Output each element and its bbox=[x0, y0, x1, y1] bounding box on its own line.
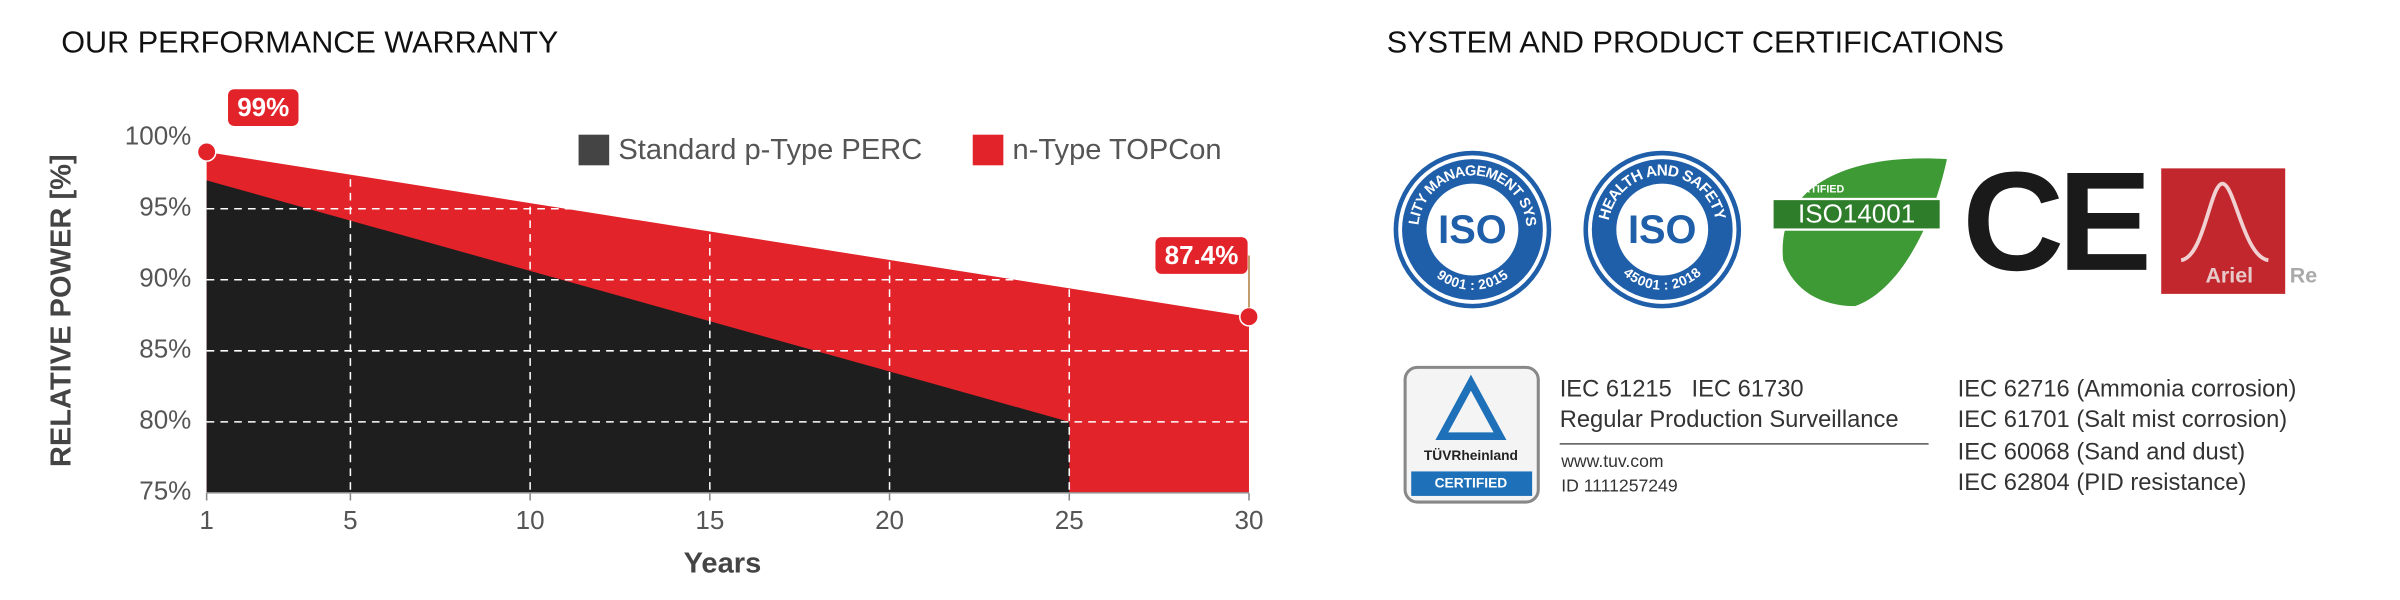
leaf bbox=[1782, 158, 1947, 307]
iso-mark: ISO bbox=[1438, 208, 1507, 252]
brand-suffix: Re bbox=[2290, 264, 2317, 288]
y-tick-label: 90% bbox=[139, 263, 191, 293]
y-tick-label: 80% bbox=[139, 405, 191, 435]
legend-label: n-Type TOPCon bbox=[1013, 134, 1222, 166]
globe bbox=[1426, 183, 1519, 276]
x-tick-label: 10 bbox=[516, 505, 545, 535]
badge-text: CERTIFIED bbox=[1788, 184, 1845, 196]
x-tick-label: 20 bbox=[875, 505, 904, 535]
area bbox=[206, 180, 1070, 493]
value-label-box bbox=[228, 89, 299, 126]
globe bbox=[1616, 183, 1709, 276]
ariel-re-logo: Ariel Re bbox=[2161, 168, 2317, 294]
point bbox=[1239, 306, 1259, 327]
tuv-logo: TÜVRheinland CERTIFIED bbox=[1403, 365, 1540, 504]
tuv-line: IEC 61215 IEC 61730 bbox=[1560, 377, 1804, 403]
certificate-id: ID 1111257249 bbox=[1561, 475, 1677, 495]
iso-mark: ISO bbox=[1628, 208, 1697, 252]
value-label: 99% bbox=[237, 92, 289, 122]
iso-45001-logo: HEALTH AND SAFETY 45001 : 2018 ISO bbox=[1583, 150, 1742, 309]
legend-swatch bbox=[972, 134, 1004, 166]
iso-14001-logo: CERTIFIED ISO14001 bbox=[1771, 158, 1947, 307]
ce-mark: CE bbox=[1962, 143, 2147, 300]
x-axis-label: Years bbox=[684, 547, 762, 579]
y-tick-label: 100% bbox=[125, 121, 192, 151]
x-tick-label: 1 bbox=[199, 505, 213, 535]
badge-text: CERTIFIED bbox=[1435, 475, 1508, 490]
test: IEC 62804 (PID resistance) bbox=[1958, 470, 2247, 496]
legend-swatch bbox=[578, 134, 610, 166]
x-tick-label: 5 bbox=[343, 505, 357, 535]
logo-box bbox=[2161, 168, 2286, 294]
website: www.tuv.com bbox=[1560, 451, 1663, 471]
brand: TÜVRheinland bbox=[1424, 447, 1518, 463]
iso-mark: ISO14001 bbox=[1798, 199, 1915, 229]
legend-label: Standard p-Type PERC bbox=[618, 134, 922, 166]
logo-curve bbox=[2180, 181, 2269, 263]
y-tick-label: 85% bbox=[139, 334, 191, 364]
x-tick-label: 30 bbox=[1235, 505, 1264, 535]
value-label-box bbox=[1155, 237, 1248, 274]
test: IEC 60068 (Sand and dust) bbox=[1958, 439, 2245, 465]
tuv-triangle bbox=[1435, 374, 1507, 441]
brand: Ariel bbox=[2205, 264, 2253, 288]
badge bbox=[1411, 471, 1533, 496]
tuv-line: Regular Production Surveillance bbox=[1560, 407, 1899, 433]
x-tick-label: 15 bbox=[695, 505, 724, 535]
y-tick-label: 95% bbox=[139, 192, 191, 222]
plot: 75%80%85%90%95%100%1 5 10 15 20 25 3099%87.4%S… bbox=[125, 89, 1264, 535]
value-label: 87.4% bbox=[1165, 240, 1239, 270]
chart-title: OUR PERFORMANCE WARRANTY bbox=[61, 25, 558, 59]
badge bbox=[1771, 197, 1942, 231]
certifications-title: SYSTEM AND PRODUCT CERTIFICATIONS bbox=[1387, 25, 2004, 59]
y-axis-label: RELATIVE POWER [%] bbox=[45, 154, 77, 467]
x-tick-label: 25 bbox=[1055, 505, 1084, 535]
test: IEC 62716 (Ammonia corrosion) bbox=[1958, 377, 2297, 403]
test: IEC 61701 (Salt mist corrosion) bbox=[1958, 407, 2288, 433]
y-tick-label: 75% bbox=[139, 476, 191, 506]
point bbox=[196, 142, 217, 162]
